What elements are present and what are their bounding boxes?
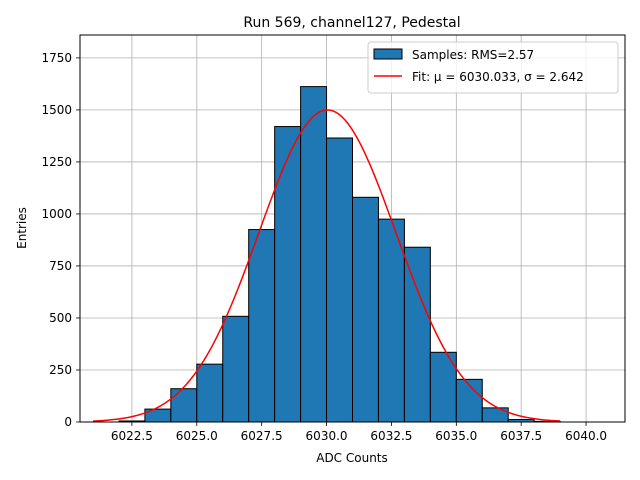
histogram-bar — [170, 388, 198, 423]
y-tick-label: 1500 — [41, 103, 72, 117]
histogram-bar — [455, 378, 483, 423]
legend: Samples: RMS=2.57 Fit: μ = 6030.033, σ =… — [367, 41, 619, 94]
histogram-bar — [222, 315, 250, 423]
histogram-bar — [403, 246, 431, 423]
legend-box — [367, 41, 619, 94]
chart-title: Run 569, channel127, Pedestal — [243, 15, 460, 31]
histogram-bars — [118, 86, 561, 423]
x-axis-label: ADC Counts — [316, 451, 388, 465]
histogram-bar — [274, 126, 302, 423]
y-tick-label: 1250 — [41, 155, 72, 169]
legend-label-histogram: Samples: RMS=2.57 — [412, 48, 534, 62]
x-tick-label: 6032.5 — [370, 429, 412, 443]
x-tick-label: 6040.0 — [565, 429, 607, 443]
x-tick-label: 6035.0 — [435, 429, 477, 443]
fit-curve-layer — [92, 109, 561, 422]
x-axis-ticks: 6022.5 6025.0 6027.5 6030.0 6032.5 6035.0 6037… — [111, 422, 607, 443]
x-tick-label: 6022.5 — [111, 429, 153, 443]
y-tick-label: 1750 — [41, 51, 72, 65]
legend-label-fit: Fit: μ = 6030.033, σ = 2.642 — [412, 70, 584, 84]
legend-swatch-histogram — [373, 48, 403, 60]
histogram-bar — [196, 363, 224, 423]
gaussian-fit-curve — [92, 109, 561, 422]
histogram-bar — [326, 137, 353, 423]
histogram-bar — [300, 86, 328, 423]
histogram-bar — [248, 229, 276, 423]
y-tick-label: 750 — [49, 259, 72, 273]
histogram-bar — [377, 218, 405, 423]
x-tick-label: 6025.0 — [176, 429, 218, 443]
y-tick-label: 250 — [49, 363, 72, 377]
x-tick-label: 6027.5 — [241, 429, 283, 443]
histogram-bar — [352, 196, 379, 423]
y-tick-label: 0 — [64, 415, 72, 429]
plot-frame — [79, 34, 626, 423]
x-tick-label: 6037.5 — [500, 429, 542, 443]
y-tick-label: 500 — [49, 311, 72, 325]
histogram-bar — [481, 407, 509, 423]
y-axis-ticks: 0 250 500 750 1000 1250 1500 1750 — [41, 51, 80, 429]
x-tick-label: 6030.0 — [306, 429, 348, 443]
y-tick-label: 1000 — [41, 207, 72, 221]
y-axis-label: Entries — [15, 207, 29, 249]
